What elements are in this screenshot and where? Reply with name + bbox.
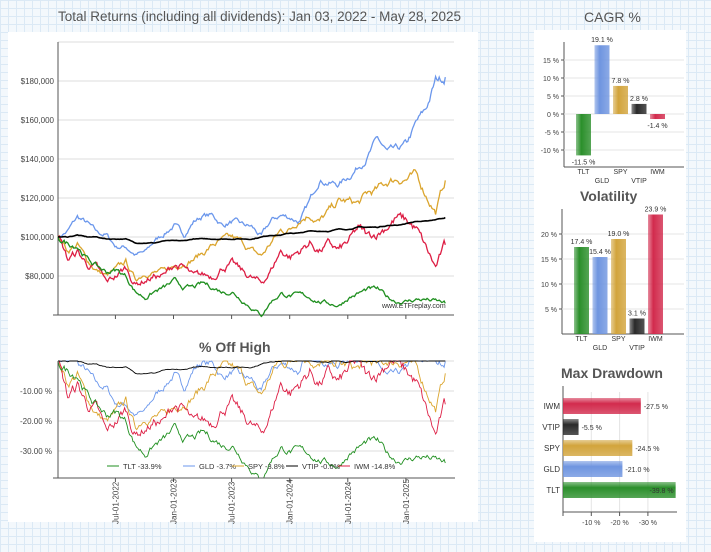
y-tick-label: 5 %: [545, 307, 557, 314]
y-tick-label: -10 %: [541, 148, 559, 155]
watermark: www.ETFreplay.com: [382, 303, 446, 310]
bar-value-label: 3.1 %: [628, 311, 646, 318]
series-line-spy: [57, 168, 446, 282]
bar-spy: [611, 239, 626, 334]
y-tick-label: 5 %: [547, 94, 559, 101]
bar-value-label: -5.5 %: [582, 425, 602, 432]
category-label: SPY: [611, 336, 625, 343]
category-label: IWM: [650, 169, 665, 176]
bar-gld: [592, 257, 608, 334]
bar-tlt: [574, 247, 589, 334]
category-label: GLD: [595, 178, 609, 185]
category-label: IWM: [544, 402, 561, 411]
x-tick-label: -10 %: [582, 520, 600, 527]
x-tick-label: Jul-01-2023: [228, 481, 237, 524]
volatility-title: Volatility: [580, 188, 638, 204]
bar-value-label: -11.5 %: [572, 159, 596, 166]
bar-iwm: [650, 114, 665, 120]
category-label: GLD: [544, 465, 561, 474]
bar-value-label: 15.4 %: [589, 249, 611, 256]
category-label: VTIP: [631, 178, 647, 185]
bar-value-label: 17.4 %: [571, 239, 593, 246]
category-label: SPY: [544, 444, 561, 453]
bar-spy: [563, 440, 633, 456]
bar-vtip: [631, 103, 647, 114]
drawdown-line-iwm: [58, 360, 446, 437]
series-line-iwm: [57, 211, 446, 286]
y-tick-label: 15 %: [543, 58, 559, 65]
bar-value-label: 7.8 %: [612, 78, 630, 85]
bar-vtip: [629, 318, 645, 334]
bar-iwm: [648, 214, 663, 334]
legend-label-spy: SPY -3.8%: [248, 462, 285, 471]
y-tick-label: $160,000: [21, 116, 55, 125]
x-tick-label: Jan-01-2025: [402, 479, 411, 524]
y-tick-label: $100,000: [21, 233, 55, 242]
y-tick-label: $120,000: [21, 194, 55, 203]
y-tick-label: -10.00 %: [20, 387, 52, 396]
total-returns-title: Total Returns (including all dividends):…: [58, 9, 461, 24]
series-line-gld: [57, 74, 446, 256]
bar-value-label: -21.0 %: [625, 467, 649, 474]
y-tick-label: $80,000: [25, 272, 54, 281]
main-panel: [8, 32, 478, 522]
bar-value-label: -39.8 %: [650, 488, 674, 495]
y-tick-label: 10 %: [541, 282, 557, 289]
category-label: TLT: [578, 169, 591, 176]
x-tick-label: Jan-01-2024: [286, 479, 295, 524]
category-label: GLD: [593, 345, 607, 352]
y-tick-label: -30.00 %: [20, 447, 52, 456]
bar-tlt: [563, 482, 676, 498]
drawdown-line-vtip: [58, 360, 446, 375]
category-label: VTIP: [629, 345, 645, 352]
bar-iwm: [563, 398, 641, 414]
bar-value-label: -1.4 %: [647, 123, 667, 130]
drawdown-line-spy: [58, 360, 446, 431]
legend-label-gld: GLD -3.7%: [199, 462, 236, 471]
legend-label-iwm: IWM -14.8%: [354, 462, 396, 471]
y-tick-label: -20.00 %: [20, 417, 52, 426]
bar-value-label: 19.1 %: [591, 37, 613, 44]
bar-gld: [563, 461, 623, 477]
category-label: SPY: [613, 169, 627, 176]
category-label: TLT: [576, 336, 589, 343]
bar-value-label: 2.8 %: [630, 96, 648, 103]
y-tick-label: $180,000: [21, 77, 55, 86]
x-tick-label: Jul-01-2024: [344, 481, 353, 524]
category-label: IWM: [648, 336, 663, 343]
y-tick-label: 10 %: [543, 76, 559, 83]
y-tick-label: -5 %: [545, 130, 559, 137]
category-label: VTIP: [542, 423, 560, 432]
bar-value-label: -27.5 %: [644, 404, 668, 411]
bar-value-label: -24.5 %: [635, 446, 659, 453]
bar-gld: [594, 45, 610, 114]
bar-tlt: [576, 114, 591, 156]
drawdown-line-tlt: [57, 360, 446, 479]
max-drawdown-title: Max Drawdown: [561, 365, 663, 381]
category-label: TLT: [546, 486, 560, 495]
bar-value-label: 23.9 %: [645, 207, 667, 214]
y-tick-label: 20 %: [541, 232, 557, 239]
y-tick-label: 0 %: [547, 112, 559, 119]
series-line-tlt: [57, 236, 446, 318]
x-tick-label: -20 %: [610, 520, 628, 527]
bar-vtip: [563, 419, 579, 435]
cagr-title: CAGR %: [584, 9, 641, 25]
legend-label-vtip: VTIP -0.6%: [302, 462, 341, 471]
x-tick-label: Jul-01-2022: [111, 481, 120, 524]
drawdown-line-gld: [58, 360, 446, 417]
bar-value-label: 19.0 %: [608, 231, 630, 238]
off-high-title: % Off High: [199, 339, 271, 355]
bar-spy: [613, 85, 628, 114]
y-tick-label: $140,000: [21, 155, 55, 164]
x-tick-label: Jan-01-2023: [170, 479, 179, 524]
legend-label-tlt: TLT -33.9%: [123, 462, 162, 471]
x-tick-label: -30 %: [639, 520, 657, 527]
y-tick-label: 15 %: [541, 257, 557, 264]
series-line-vtip: [57, 216, 446, 245]
